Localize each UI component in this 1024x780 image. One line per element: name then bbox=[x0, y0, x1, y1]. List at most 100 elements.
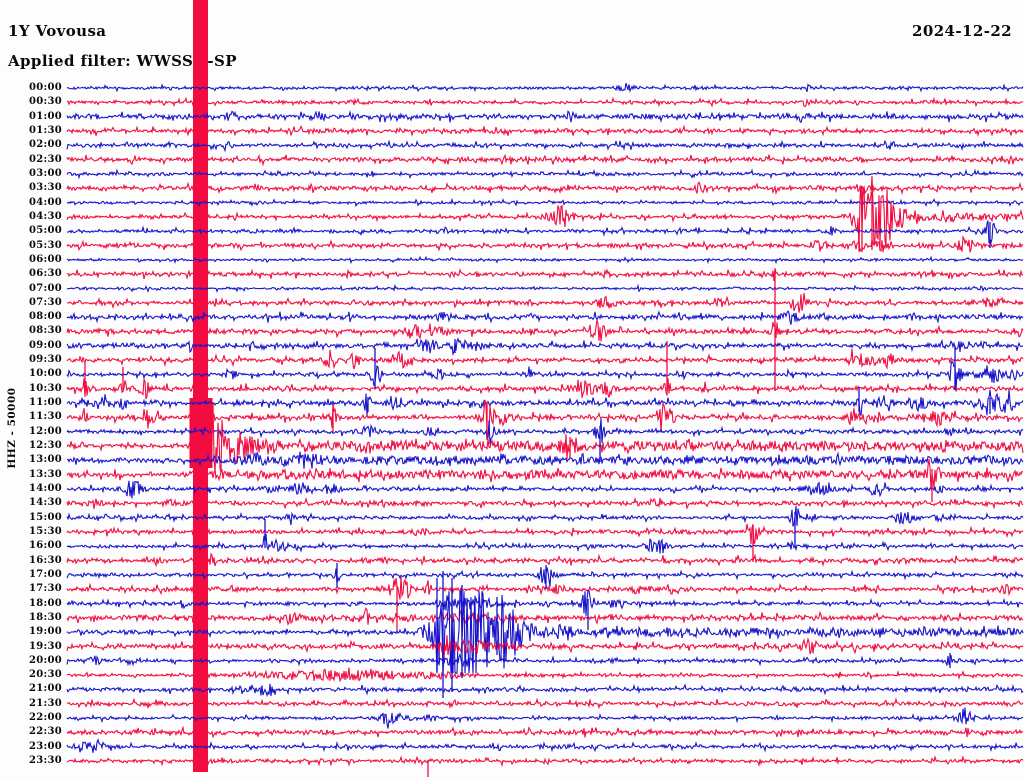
trace-row-07:30 bbox=[66, 292, 1024, 313]
time-label-05:00: 05:00 bbox=[28, 225, 62, 237]
time-label-03:30: 03:30 bbox=[28, 182, 62, 194]
time-label-14:30: 14:30 bbox=[28, 497, 62, 509]
time-label-10:00: 10:00 bbox=[28, 368, 62, 380]
time-label-18:00: 18:00 bbox=[28, 597, 62, 609]
time-label-09:30: 09:30 bbox=[28, 354, 62, 366]
time-label-16:00: 16:00 bbox=[28, 540, 62, 552]
trace-row-02:30 bbox=[66, 153, 1024, 167]
time-label-02:30: 02:30 bbox=[28, 153, 62, 165]
trace-row-00:00 bbox=[66, 82, 1024, 93]
time-label-17:30: 17:30 bbox=[28, 583, 62, 595]
time-label-05:30: 05:30 bbox=[28, 239, 62, 251]
trace-row-04:30 bbox=[66, 175, 1024, 252]
trace-row-11:00 bbox=[66, 389, 1024, 417]
y-axis-label: HHZ - 50000 bbox=[6, 387, 18, 469]
trace-row-14:00 bbox=[66, 480, 1024, 499]
trace-row-05:30 bbox=[66, 235, 1024, 253]
trace-row-19:30 bbox=[66, 635, 1024, 659]
time-label-21:30: 21:30 bbox=[28, 697, 62, 709]
time-label-15:30: 15:30 bbox=[28, 525, 62, 537]
time-label-07:30: 07:30 bbox=[28, 296, 62, 308]
time-label-17:00: 17:00 bbox=[28, 568, 62, 580]
time-label-20:00: 20:00 bbox=[28, 654, 62, 666]
trace-row-09:00 bbox=[66, 337, 1024, 357]
trace-row-10:00 bbox=[66, 359, 1024, 391]
time-label-16:30: 16:30 bbox=[28, 554, 62, 566]
time-label-23:00: 23:00 bbox=[28, 740, 62, 752]
trace-row-07:00 bbox=[66, 283, 1024, 293]
trace-row-06:00 bbox=[66, 255, 1024, 265]
trace-row-23:00 bbox=[66, 738, 1024, 753]
time-label-01:30: 01:30 bbox=[28, 125, 62, 136]
trace-row-05:00 bbox=[66, 220, 1024, 245]
trace-row-10:30 bbox=[66, 378, 1024, 400]
time-label-04:30: 04:30 bbox=[28, 210, 62, 222]
trace-row-15:00 bbox=[66, 506, 1024, 527]
trace-row-09:30 bbox=[66, 348, 1024, 370]
trace-row-19:00 bbox=[66, 590, 1024, 674]
trace-row-00:30 bbox=[66, 96, 1024, 108]
event-clipped-column bbox=[193, 0, 208, 772]
trace-row-03:30 bbox=[66, 181, 1024, 196]
time-label-20:30: 20:30 bbox=[28, 669, 62, 681]
time-label-12:00: 12:00 bbox=[28, 425, 62, 437]
trace-row-22:00 bbox=[66, 707, 1023, 729]
time-label-11:30: 11:30 bbox=[28, 411, 62, 423]
time-label-19:30: 19:30 bbox=[28, 640, 62, 652]
time-label-18:30: 18:30 bbox=[28, 611, 62, 623]
trace-row-15:30 bbox=[66, 523, 1024, 545]
time-label-00:00: 00:00 bbox=[28, 82, 62, 93]
date-label: 2024-12-22 bbox=[912, 22, 1012, 40]
trace-row-01:30 bbox=[66, 124, 1024, 138]
time-label-13:30: 13:30 bbox=[28, 468, 62, 480]
trace-row-16:00 bbox=[66, 534, 1024, 554]
trace-row-01:00 bbox=[66, 110, 1024, 124]
trace-row-02:00 bbox=[66, 139, 1024, 153]
time-label-00:30: 00:30 bbox=[28, 96, 62, 108]
trace-row-04:00 bbox=[66, 197, 1024, 208]
time-label-11:00: 11:00 bbox=[28, 397, 62, 408]
trace-row-21:00 bbox=[66, 683, 1024, 698]
time-label-14:00: 14:00 bbox=[28, 483, 62, 494]
trace-row-08:30 bbox=[66, 319, 1024, 342]
trace-row-18:00 bbox=[66, 589, 1024, 616]
trace-row-20:30 bbox=[66, 667, 1024, 683]
time-label-07:00: 07:00 bbox=[28, 282, 62, 294]
trace-row-13:30 bbox=[66, 458, 1024, 491]
trace-row-13:00 bbox=[67, 451, 1024, 469]
time-label-06:00: 06:00 bbox=[28, 253, 62, 265]
time-label-04:00: 04:00 bbox=[28, 196, 62, 208]
time-label-01:00: 01:00 bbox=[28, 110, 62, 122]
trace-row-17:30 bbox=[66, 576, 1024, 600]
time-label-10:30: 10:30 bbox=[28, 382, 62, 394]
time-label-19:00: 19:00 bbox=[28, 626, 62, 638]
time-label-08:00: 08:00 bbox=[28, 311, 62, 323]
trace-row-08:00 bbox=[66, 310, 1024, 325]
time-label-03:00: 03:00 bbox=[28, 167, 62, 179]
time-label-21:00: 21:00 bbox=[28, 683, 62, 695]
station-title: 1Y Vovousa bbox=[8, 22, 107, 40]
trace-row-22:30 bbox=[66, 725, 1024, 739]
time-label-09:00: 09:00 bbox=[28, 339, 62, 351]
trace-row-06:30 bbox=[66, 268, 1024, 281]
time-label-13:00: 13:00 bbox=[28, 454, 62, 466]
time-label-06:30: 06:30 bbox=[28, 268, 62, 280]
time-label-02:00: 02:00 bbox=[28, 139, 62, 151]
time-label-12:30: 12:30 bbox=[28, 440, 62, 451]
time-label-22:30: 22:30 bbox=[28, 726, 62, 738]
trace-row-17:00 bbox=[66, 567, 1024, 587]
event-clipped-column bbox=[189, 398, 213, 468]
trace-row-23:30 bbox=[66, 754, 1024, 768]
trace-row-16:30 bbox=[66, 552, 1024, 568]
trace-row-14:30 bbox=[66, 496, 1024, 510]
time-label-15:00: 15:00 bbox=[28, 511, 62, 523]
trace-row-20:00 bbox=[66, 652, 1024, 668]
trace-row-18:30 bbox=[66, 607, 1024, 627]
trace-row-03:00 bbox=[66, 168, 1024, 180]
time-label-23:30: 23:30 bbox=[28, 755, 62, 766]
trace-row-12:00 bbox=[66, 418, 1024, 445]
trace-row-12:30 bbox=[66, 402, 1024, 473]
time-label-22:00: 22:00 bbox=[28, 712, 62, 724]
